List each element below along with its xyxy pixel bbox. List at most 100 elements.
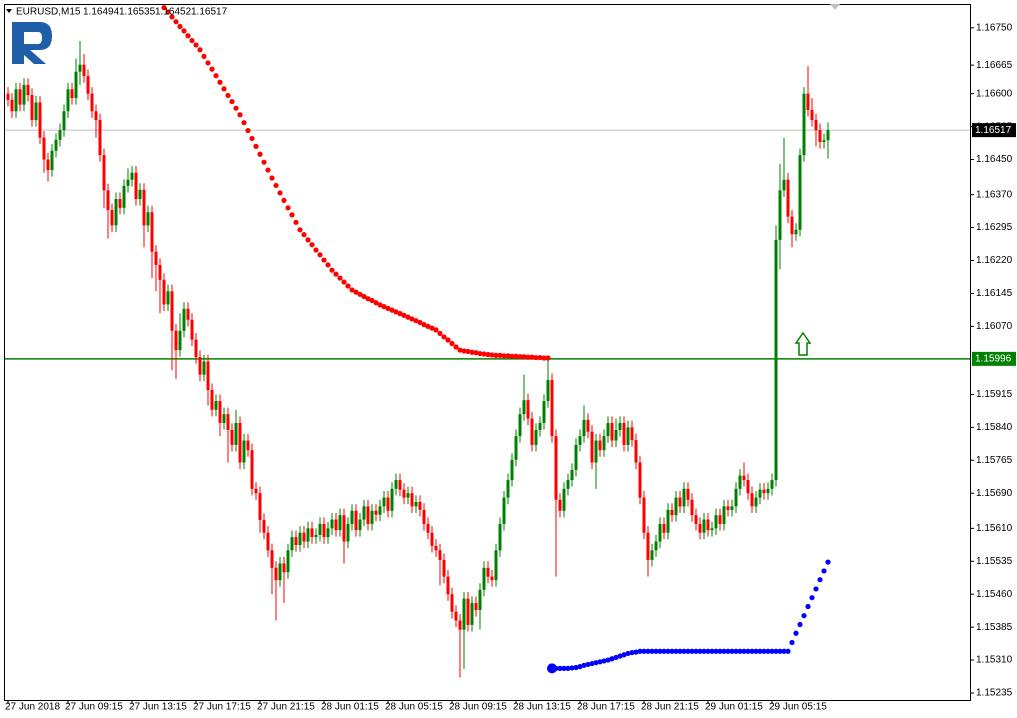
indicator-dot <box>229 98 235 105</box>
candle-body <box>778 190 782 240</box>
candle-body <box>190 319 194 340</box>
indicator-dot <box>441 334 447 340</box>
candle-body <box>338 515 342 531</box>
candle-body <box>310 528 314 538</box>
indicator-dot <box>285 205 291 211</box>
y-tick-label: 1.15460 <box>976 589 1013 600</box>
candle-body <box>750 493 754 507</box>
candle-body <box>806 93 810 110</box>
candle-body <box>170 291 174 331</box>
candle-body <box>714 515 718 529</box>
indicator-dot <box>545 355 551 361</box>
candle-body <box>738 475 742 489</box>
candle-body <box>626 427 630 445</box>
candle-body <box>482 567 486 590</box>
candle-body <box>266 532 270 551</box>
indicator-dot <box>289 212 295 218</box>
indicator-dot <box>745 648 751 654</box>
indicator-dot <box>513 353 519 359</box>
candle-body <box>306 528 310 542</box>
indicator-dot <box>305 237 311 243</box>
indicator-dot <box>665 648 671 654</box>
candle-body <box>386 497 390 511</box>
indicator-dot <box>821 568 827 574</box>
candle-body <box>538 422 542 430</box>
indicator-dot <box>573 664 579 671</box>
indicator-dot <box>757 648 763 654</box>
indicator-dot <box>413 318 419 324</box>
candle-body <box>70 89 74 99</box>
y-tick-label: 1.16070 <box>976 321 1013 332</box>
candle-body <box>590 431 594 463</box>
candle-body <box>458 620 462 630</box>
shift-marker <box>830 4 840 10</box>
indicator-dot <box>369 297 375 304</box>
indicator-dot <box>393 309 399 315</box>
candle-body <box>314 534 318 538</box>
candle-body <box>510 459 514 481</box>
candle-body <box>78 64 82 72</box>
logo <box>12 22 52 64</box>
indicator-dot <box>321 257 327 263</box>
candle-body <box>754 497 758 507</box>
candle-body <box>358 519 362 531</box>
header-close: 1.16517 <box>191 7 228 18</box>
indicator-dot <box>813 586 819 592</box>
candle-body <box>442 559 446 577</box>
candle-body <box>234 422 238 445</box>
candle-body <box>418 501 422 510</box>
indicator-dot <box>777 648 783 654</box>
indicator-dot <box>653 648 659 654</box>
candle-body <box>530 418 534 445</box>
indicator-dot <box>617 653 623 659</box>
indicator-dot <box>629 649 635 656</box>
candle-body <box>786 179 790 217</box>
indicator-dot <box>553 665 559 671</box>
candle-body <box>122 185 126 208</box>
candle-body <box>770 480 774 489</box>
candle-body <box>362 506 366 520</box>
indicator-dot <box>589 660 595 667</box>
x-tick-label: 27 Jun 2018 <box>5 702 60 713</box>
candle-body <box>558 499 562 511</box>
y-tick-label: 1.15535 <box>976 556 1013 567</box>
indicator-dot <box>681 648 687 654</box>
candle-body <box>354 510 358 531</box>
x-tick-label: 27 Jun 13:15 <box>129 702 187 713</box>
candle-body <box>654 541 658 551</box>
candle-body <box>506 480 510 498</box>
candle-body <box>222 414 226 423</box>
candle-body <box>486 567 490 577</box>
x-tick-label: 27 Jun 21:15 <box>257 702 315 713</box>
candle-body <box>462 598 466 630</box>
candle-body <box>210 390 214 410</box>
indicator-dot <box>237 112 243 118</box>
candle-body <box>698 523 702 533</box>
candle-body <box>818 130 822 142</box>
indicator-dot <box>169 14 175 20</box>
candle-body <box>30 95 34 121</box>
indicator-dot <box>205 60 211 66</box>
candle-body <box>198 357 202 375</box>
candle-body <box>178 330 182 351</box>
indicator-dot <box>245 127 251 134</box>
candle-body <box>534 429 538 445</box>
candle-body <box>410 493 414 507</box>
candle-body <box>14 89 18 112</box>
indicator-dot <box>249 135 255 142</box>
candle-body <box>402 489 406 498</box>
indicator-dot <box>693 648 699 654</box>
symbol: EURUSD,M15 <box>16 7 81 18</box>
indicator-dot <box>533 354 539 361</box>
y-tick-label: 1.15915 <box>976 389 1013 400</box>
y-tick-label: 1.16665 <box>976 60 1013 71</box>
candle-body <box>758 489 762 498</box>
indicator-dot <box>565 665 571 671</box>
y-tick-label: 1.16750 <box>976 22 1013 33</box>
candle-body <box>250 450 254 489</box>
candle-body <box>526 400 530 419</box>
candle-body <box>566 480 570 489</box>
candle-body <box>798 155 802 230</box>
indicator-dot <box>825 559 831 565</box>
candle-body <box>258 493 262 520</box>
